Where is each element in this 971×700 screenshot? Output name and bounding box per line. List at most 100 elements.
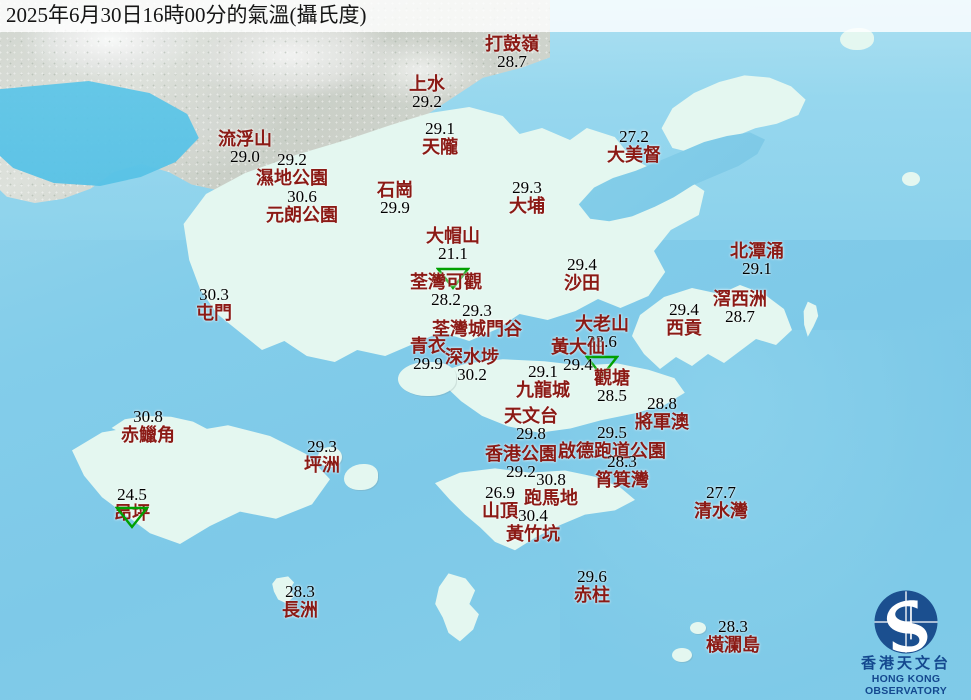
station-name: 九龍城 — [516, 380, 570, 400]
station-temperature: 27.7 — [706, 483, 736, 502]
station-name: 橫瀾島 — [706, 635, 760, 655]
tsing-yi-landmass — [398, 362, 456, 396]
station-label: 山頂 26.9 — [440, 483, 560, 521]
station-name: 荃灣城門谷 — [432, 319, 522, 339]
station-temperature: 27.2 — [619, 127, 649, 146]
station-name: 山頂 — [482, 501, 518, 521]
station-label: 屯門 30.3 — [154, 285, 274, 323]
station-label: 跑馬地 30.8 — [491, 470, 611, 508]
station-label: 黃竹坑 30.4 — [473, 506, 593, 544]
station-temperature: 28.5 — [597, 386, 627, 405]
station-temperature: 29.0 — [230, 147, 260, 166]
hko-logo: 香港天文台 HONG KONG OBSERVATORY — [845, 588, 967, 697]
station-temperature: 30.4 — [518, 506, 548, 525]
po-toi-island-landmass — [672, 648, 692, 662]
station-label: 濕地公園 29.2 — [232, 150, 352, 188]
station-temperature: 28.7 — [497, 52, 527, 71]
peng-chau-landmass — [318, 447, 342, 467]
station-temperature: 28.2 — [431, 290, 461, 309]
station-label: 荃灣可觀 28.2 — [386, 273, 506, 309]
station-temperature: 29.2 — [506, 462, 536, 481]
station-name: 清水灣 — [694, 501, 748, 521]
station-name: 元朗公園 — [266, 205, 338, 225]
page-title: 2025年6月30日16時00分的氣溫(攝氏度) — [6, 3, 367, 27]
station-name: 赤鱲角 — [121, 425, 175, 445]
station-label: 大老山 23.6 — [542, 315, 662, 351]
station-temperature: 28.3 — [718, 617, 748, 636]
hei-ling-chau-landmass — [344, 464, 378, 490]
station-name: 黃大仙 — [551, 337, 605, 357]
station-label: 元朗公園 30.6 — [242, 187, 362, 225]
station-name: 大埔 — [509, 196, 545, 216]
station-label: 荃灣城門谷 29.3 — [417, 301, 537, 339]
station-temperature: 29.9 — [380, 198, 410, 217]
station-label: 清水灣 27.7 — [661, 483, 781, 521]
station-name: 屯門 — [196, 303, 232, 323]
station-label: 赤鱲角 30.8 — [88, 408, 208, 445]
station-name: 昂坪 — [114, 503, 150, 523]
station-name: 西貢 — [666, 318, 702, 338]
station-label: 上水 29.2 — [367, 75, 487, 111]
station-label: 將軍澳 28.8 — [602, 394, 722, 432]
station-name: 北潭涌 — [730, 241, 784, 261]
station-name: 長洲 — [282, 600, 318, 620]
station-label: 橫瀾島 28.3 — [673, 617, 793, 655]
station-label: 打鼓嶺 28.7 — [452, 35, 572, 71]
station-name: 天文台 — [504, 406, 558, 426]
station-name: 沙田 — [564, 273, 600, 293]
station-temperature: 28.8 — [647, 394, 677, 413]
station-label: 滘西洲 28.7 — [680, 290, 800, 326]
station-label: 北潭涌 29.1 — [697, 242, 817, 278]
station-label: 石崗 29.9 — [335, 181, 455, 217]
station-name: 赤柱 — [574, 585, 610, 605]
station-temperature: 29.3 — [462, 301, 492, 320]
station-name: 啟德跑道公園 — [558, 441, 666, 461]
station-name: 坪洲 — [304, 455, 340, 475]
station-temperature: 29.1 — [742, 259, 772, 278]
station-name: 大帽山 — [426, 226, 480, 246]
station-label: 啟德跑道公園 29.5 — [552, 424, 672, 461]
hko-name-english: HONG KONG OBSERVATORY — [864, 673, 948, 697]
station-name: 大美督 — [607, 145, 661, 165]
station-name: 將軍澳 — [635, 412, 689, 432]
station-label: 流浮山 29.0 — [185, 130, 305, 166]
station-temperature: 29.3 — [307, 437, 337, 456]
station-temperature: 29.2 — [277, 150, 307, 169]
station-temperature: 30.8 — [536, 470, 566, 489]
station-label: 沙田 29.4 — [522, 255, 642, 293]
station-temperature: 29.4 — [567, 255, 597, 274]
station-temperature: 28.3 — [285, 582, 315, 601]
station-name: 流浮山 — [218, 129, 272, 149]
station-temperature: 29.1 — [425, 119, 455, 138]
station-name: 青衣 — [410, 336, 446, 356]
cheung-chau-landmass — [272, 576, 295, 604]
station-name: 跑馬地 — [524, 488, 578, 508]
station-label: 九龍城 29.1 — [483, 362, 603, 400]
station-temperature: 29.9 — [413, 354, 443, 373]
station-temperature: 23.6 — [587, 332, 617, 351]
station-label: 天隴 29.1 — [380, 119, 500, 157]
station-temperature: 30.3 — [199, 285, 229, 304]
station-label: 大埔 29.3 — [467, 179, 587, 216]
station-temperature: 30.6 — [287, 187, 317, 206]
station-name: 筲箕灣 — [595, 470, 649, 490]
station-name: 深水埗 — [445, 347, 499, 367]
station-name: 觀塘 — [594, 368, 630, 388]
station-name: 打鼓嶺 — [485, 34, 539, 54]
station-temperature: 29.6 — [577, 567, 607, 586]
hko-name-chinese: 香港天文台 — [860, 656, 951, 672]
station-temperature: 29.1 — [528, 362, 558, 381]
station-temperature: 29.4 — [669, 300, 699, 319]
station-temperature: 26.9 — [485, 483, 515, 502]
station-label: 大帽山 21.1 — [393, 227, 513, 263]
station-temperature: 28.3 — [607, 452, 637, 471]
station-label: 坪洲 29.3 — [262, 437, 382, 475]
title-band: 2025年6月30日16時00分的氣溫(攝氏度) — [0, 0, 971, 32]
station-temperature: 30.2 — [457, 365, 487, 384]
station-name: 天隴 — [422, 137, 458, 157]
station-name: 大老山 — [575, 314, 629, 334]
station-name: 荃灣可觀 — [410, 272, 482, 292]
station-name: 滘西洲 — [713, 289, 767, 309]
waglan-island-landmass — [690, 622, 706, 634]
